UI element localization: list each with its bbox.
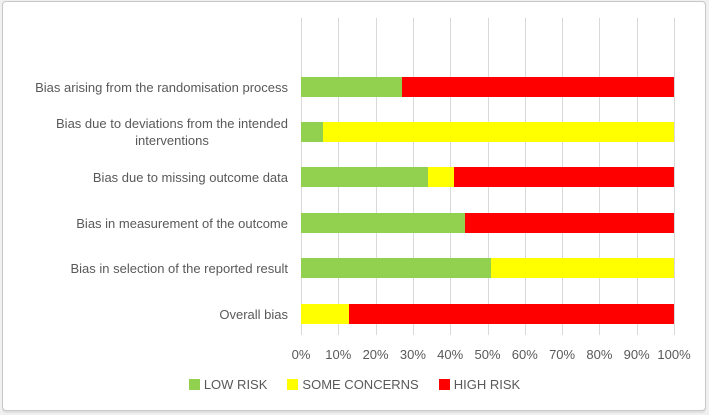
bar-row <box>301 258 674 278</box>
bar-segment-some-concerns <box>301 304 350 324</box>
bar-segment-low-risk <box>301 122 324 142</box>
axis-tick-label: 80% <box>586 347 613 362</box>
axis-tick-label: 10% <box>325 347 352 362</box>
bar-row <box>301 77 674 97</box>
legend-label: HIGH RISK <box>453 377 521 392</box>
axis-tick-label: 70% <box>549 347 576 362</box>
gridline <box>674 18 675 335</box>
legend-swatch-low-risk-icon <box>188 379 200 390</box>
axis-tick-label: 30% <box>399 347 426 362</box>
category-label: Overall bias <box>219 306 288 322</box>
axis-tick-label: 40% <box>437 347 464 362</box>
axis-tick-label: 0% <box>291 347 311 362</box>
category-label: Bias due to missing outcome data <box>92 169 288 185</box>
bar-segment-some-concerns <box>323 122 674 142</box>
bar-row <box>301 304 674 324</box>
bar-segment-high-risk <box>453 167 674 187</box>
bar-row <box>301 213 674 233</box>
category-label: Bias due to deviations from the intended… <box>56 116 288 148</box>
bar-row <box>301 122 674 142</box>
legend-item-some-concerns: SOME CONCERNS <box>287 377 419 392</box>
legend: LOW RISK SOME CONCERNS HIGH RISK <box>0 377 709 392</box>
category-label: Bias arising from the randomisation proc… <box>35 79 288 95</box>
category-label: Bias in measurement of the outcome <box>76 215 288 231</box>
legend-label: LOW RISK <box>203 377 268 392</box>
bar-segment-low-risk <box>301 77 402 97</box>
bar-segment-some-concerns <box>491 258 674 278</box>
legend-swatch-some-concerns-icon <box>287 379 299 390</box>
bar-row <box>301 167 674 187</box>
legend-label: SOME CONCERNS <box>302 377 419 392</box>
bar-segment-high-risk <box>349 304 674 324</box>
legend-swatch-high-risk-icon <box>438 379 450 390</box>
axis-tick-label: 90% <box>623 347 650 362</box>
bar-segment-high-risk <box>401 77 674 97</box>
bar-segment-low-risk <box>301 258 492 278</box>
axis-tick-label: 50% <box>474 347 501 362</box>
category-label: Bias in selection of the reported result <box>70 260 288 276</box>
axis-tick-label: 20% <box>362 347 389 362</box>
bar-segment-low-risk <box>301 167 428 187</box>
axis-tick-label: 100% <box>657 347 691 362</box>
legend-item-low-risk: LOW RISK <box>188 377 268 392</box>
axis-tick-label: 60% <box>511 347 538 362</box>
legend-item-high-risk: HIGH RISK <box>438 377 521 392</box>
bar-segment-low-risk <box>301 213 466 233</box>
bar-segment-some-concerns <box>427 167 454 187</box>
bar-segment-high-risk <box>465 213 674 233</box>
